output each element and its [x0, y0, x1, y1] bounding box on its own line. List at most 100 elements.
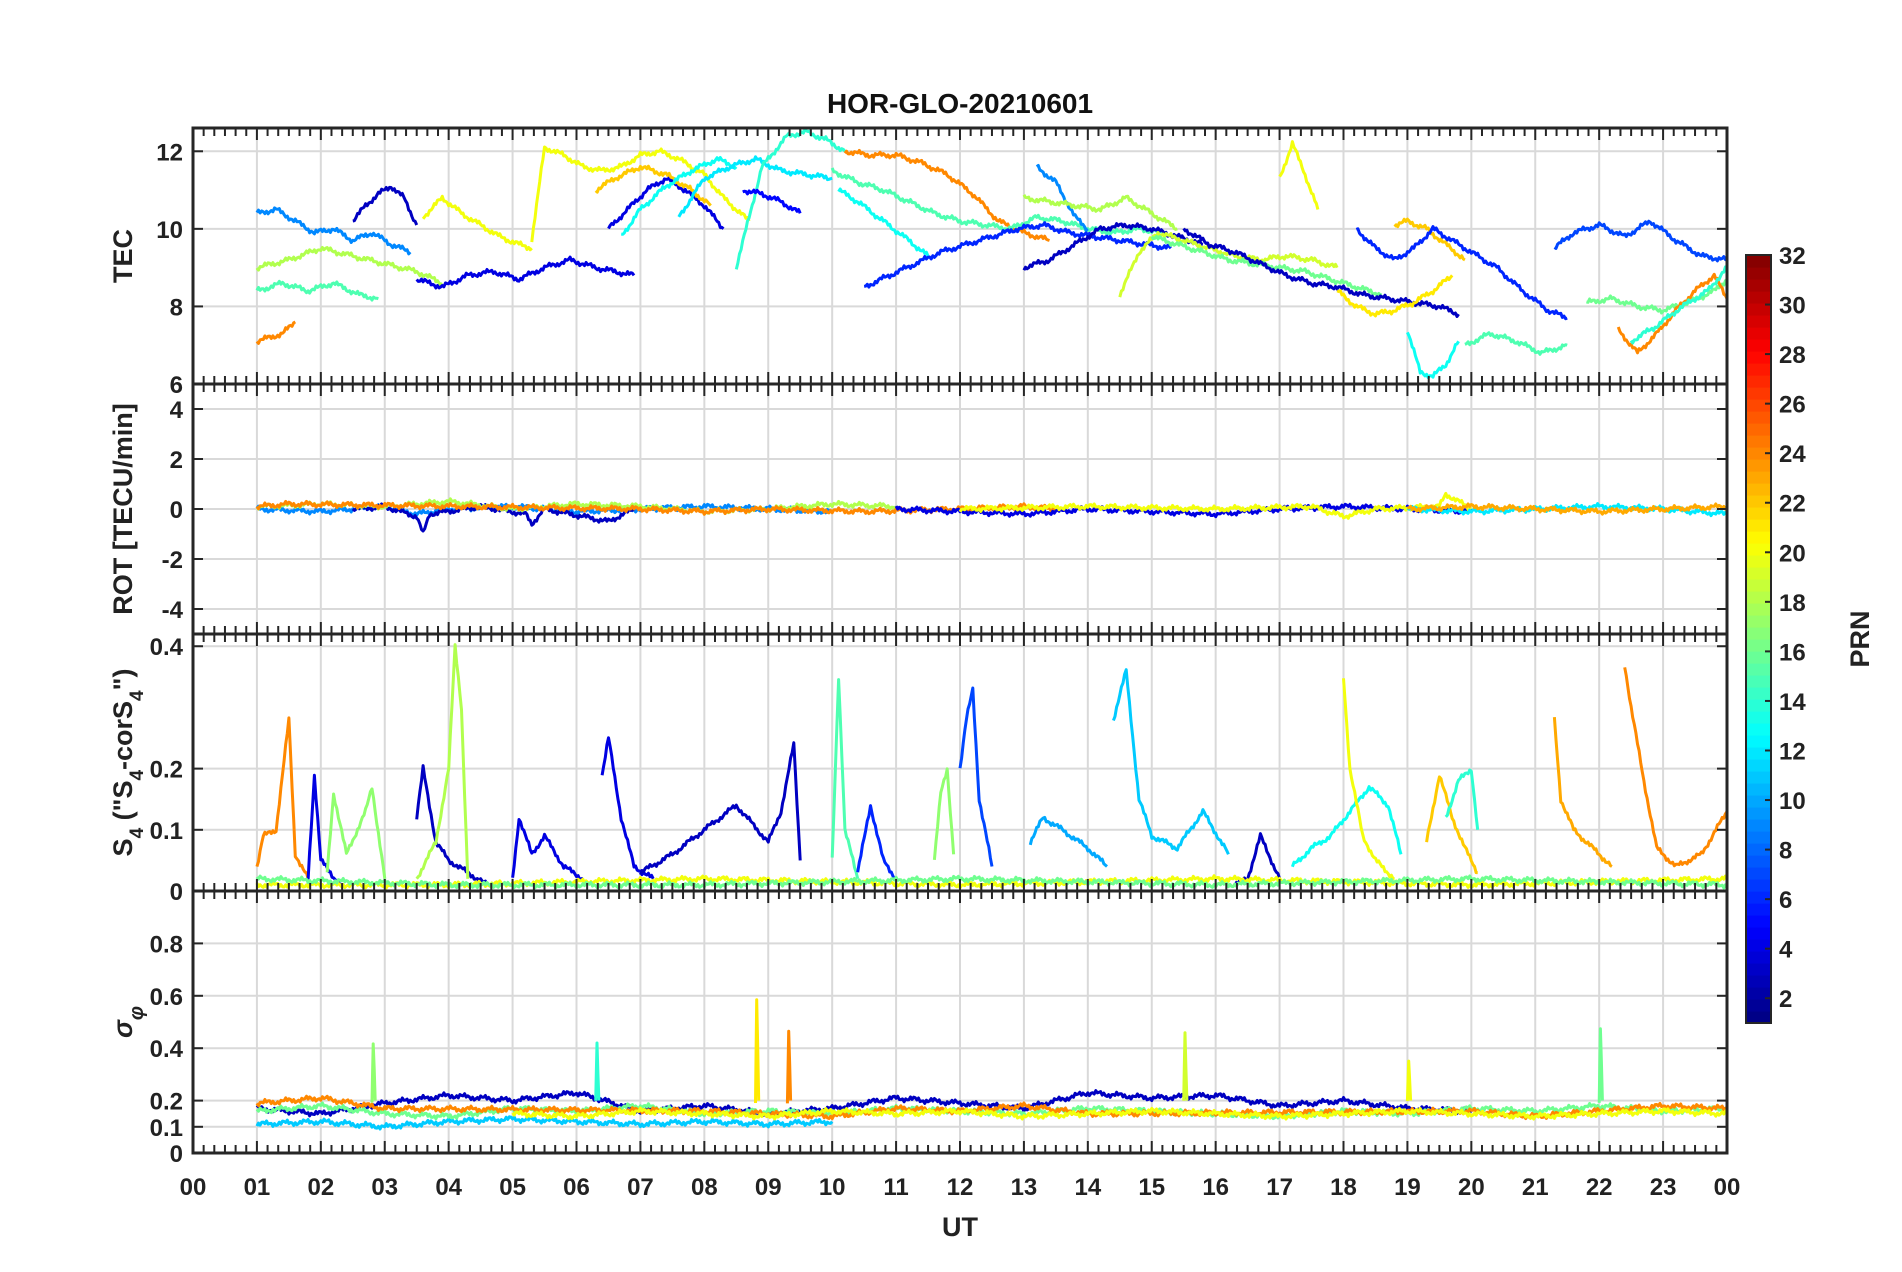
x-tick-label: 00 — [180, 1174, 207, 1201]
y-axis-label: ROT [TECU/min] — [108, 403, 138, 614]
x-tick-label: 14 — [1074, 1174, 1101, 1201]
y-tick-label: 10 — [156, 217, 183, 244]
y-tick-label: -2 — [162, 547, 183, 574]
colorbar-tick-label: 26 — [1779, 392, 1806, 419]
x-tick-label: 12 — [947, 1174, 974, 1201]
colorbar-segment — [1746, 339, 1771, 352]
series-prn-24 — [255, 716, 310, 880]
x-tick-label: 20 — [1458, 1174, 1485, 1201]
series-prn-15 — [255, 279, 379, 302]
colorbar-segment — [1746, 843, 1771, 856]
series-prn-22 — [1425, 775, 1478, 875]
series-prn-11 — [1112, 668, 1230, 855]
series-prn-20 — [1342, 678, 1395, 881]
colorbar-segment — [1746, 915, 1771, 928]
x-tick-label: 01 — [244, 1174, 271, 1201]
y-tick-label: 8 — [170, 294, 183, 321]
colorbar-segment — [1746, 591, 1771, 604]
colorbar-segment — [1746, 903, 1771, 916]
colorbar-tick-label: 12 — [1779, 738, 1806, 765]
colorbar-segment — [1746, 975, 1771, 988]
series-prn-23 — [1552, 716, 1613, 868]
panel-sigma_phi: 00.10.2 0.4 0.6 0.8 σφ — [108, 889, 1729, 1168]
colorbar-segment — [1746, 303, 1771, 316]
colorbar-segment — [1746, 747, 1771, 760]
x-tick-label: 21 — [1522, 1174, 1549, 1201]
colorbar-segment — [1746, 327, 1771, 340]
colorbar-tick-label: 32 — [1779, 243, 1806, 270]
colorbar-segment — [1746, 543, 1771, 556]
x-tick-label: 19 — [1394, 1174, 1421, 1201]
colorbar-segment — [1746, 651, 1771, 664]
colorbar-tick-label: 22 — [1779, 491, 1806, 518]
panel-S4: 00.10.20.4S4 ("S4-corS4") — [108, 632, 1729, 906]
series-prn-3 — [255, 1089, 1472, 1118]
series-prn-12 — [677, 155, 833, 218]
series-prn-6 — [863, 221, 1172, 289]
colorbar-segment — [1746, 819, 1771, 832]
series-prn-4 — [415, 255, 636, 290]
y-tick-label: 0 — [170, 497, 183, 524]
colorbar-segment — [1746, 279, 1771, 292]
colorbar-segment — [1746, 939, 1771, 952]
colorbar-segment — [1746, 1011, 1771, 1024]
series-prn-14 — [1629, 265, 1727, 345]
colorbar-tick-label: 8 — [1779, 838, 1792, 865]
colorbar-segment — [1746, 927, 1771, 940]
series-prn-14 — [1444, 768, 1480, 830]
y-tick-label: 2 — [170, 447, 183, 474]
colorbar-tick-label: 30 — [1779, 293, 1806, 320]
y-tick-label: 0.6 — [150, 984, 183, 1011]
colorbar-tick-label: 16 — [1779, 639, 1806, 666]
x-tick-label: 02 — [307, 1174, 334, 1201]
series-prn-5 — [742, 188, 802, 214]
y-axis-label-part: ") — [108, 669, 138, 691]
y-tick-label: 0.2 — [150, 757, 183, 784]
colorbar-segment — [1746, 699, 1771, 712]
series-prn-17 — [325, 787, 387, 879]
series-prn-24 — [255, 320, 297, 345]
x-tick-label: 13 — [1011, 1174, 1038, 1201]
colorbar-segment — [1746, 255, 1771, 268]
colorbar-segment — [1746, 519, 1771, 532]
colorbar-segment — [1746, 387, 1771, 400]
series-prn-3 — [415, 764, 489, 886]
panel-TEC: 6 8 10 12 TEC — [108, 126, 1729, 399]
colorbar-segment — [1746, 495, 1771, 508]
series-prn-15 — [830, 167, 1166, 236]
colorbar-segment — [1746, 423, 1771, 436]
series-prn-17 — [932, 767, 956, 861]
series-prn-21 — [1336, 274, 1454, 318]
y-tick-label: 0.2 — [150, 1089, 183, 1116]
y-axis-label-part: 4 — [127, 690, 148, 701]
series-prn-20 — [530, 145, 751, 243]
series-prn-11 — [255, 1115, 834, 1131]
colorbar-tick-label: 18 — [1779, 590, 1806, 617]
series-prn-15 — [1464, 331, 1568, 356]
series-prn-24 — [1623, 667, 1727, 868]
colorbar-label: PRN — [1845, 610, 1875, 667]
traces — [255, 491, 1727, 533]
series-prn-20 — [421, 194, 533, 252]
colorbar-segment — [1746, 855, 1771, 868]
series-prn-9 — [255, 206, 412, 256]
y-axis-label-part: 4 — [127, 770, 148, 781]
colorbar-segment — [1746, 267, 1771, 280]
x-tick-label: 16 — [1202, 1174, 1229, 1201]
colorbar-segment — [1746, 507, 1771, 520]
x-tick-label: 03 — [371, 1174, 398, 1201]
series-prn-20 — [1278, 140, 1320, 210]
x-tick-label: 09 — [755, 1174, 782, 1201]
colorbar-segment — [1746, 735, 1771, 748]
series-prn-3 — [638, 741, 802, 876]
traces — [255, 998, 1727, 1131]
x-tick-label: 23 — [1650, 1174, 1677, 1201]
y-axis-label: S4 ("S4-corS4") — [108, 669, 148, 857]
y-tick-label: 12 — [156, 139, 183, 166]
panel-ROT: -4 -2 0 2 4 ROT [TECU/min] — [108, 382, 1729, 636]
series-prn-23 — [1406, 502, 1727, 516]
colorbar-segment — [1746, 795, 1771, 808]
colorbar-frame — [1745, 254, 1772, 1024]
colorbar-segment — [1746, 687, 1771, 700]
